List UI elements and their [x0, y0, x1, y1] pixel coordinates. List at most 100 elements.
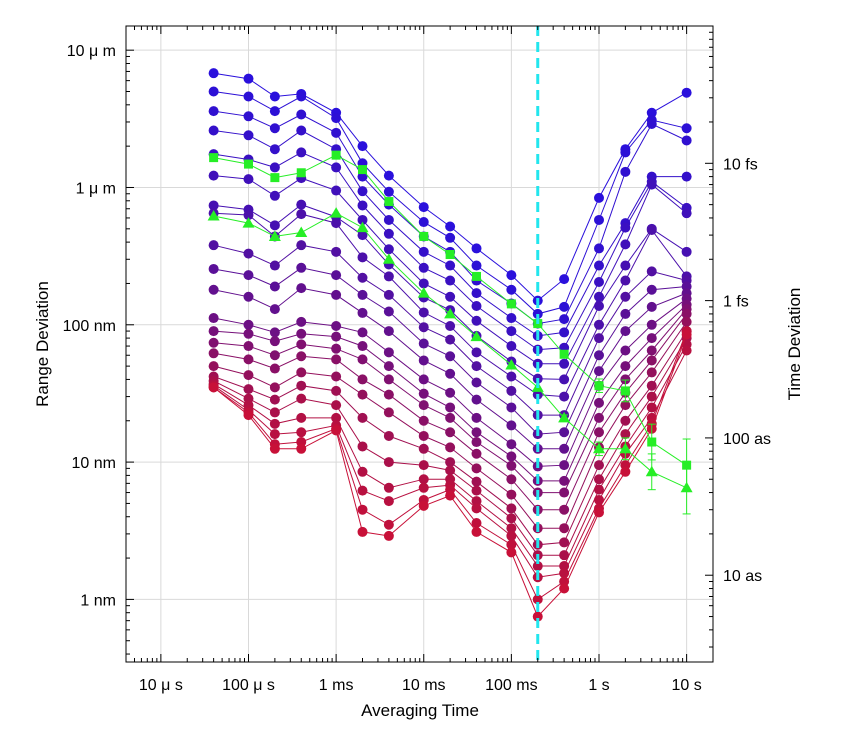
data-point [559, 374, 570, 385]
data-point [418, 500, 429, 511]
data-point [296, 380, 307, 391]
data-point [681, 123, 692, 134]
data-point [243, 174, 254, 185]
data-point [384, 197, 394, 207]
data-point [383, 389, 394, 400]
data-point [418, 388, 429, 399]
data-point [383, 347, 394, 358]
x-tick-label: 10 ms [402, 677, 446, 694]
data-point [243, 210, 254, 221]
data-point [296, 168, 306, 178]
data-point [269, 394, 280, 405]
data-point [471, 437, 482, 448]
data-point [243, 328, 254, 339]
data-point [646, 355, 657, 366]
data-point [471, 347, 482, 358]
data-point [593, 319, 604, 330]
data-point [593, 427, 604, 438]
data-point [418, 443, 429, 454]
data-point [445, 402, 456, 413]
data-point [646, 107, 657, 118]
data-point [593, 460, 604, 471]
data-point [383, 228, 394, 239]
data-point [593, 366, 604, 377]
data-point [383, 519, 394, 530]
data-point [620, 374, 631, 385]
data-point [505, 358, 518, 370]
data-point [356, 221, 369, 233]
data-point [506, 439, 517, 450]
axes: 10 μ s 100 μ s 1 ms 10 ms 100 ms 1 s 10 s 1 nm 1… [63, 25, 771, 694]
data-point [243, 111, 254, 122]
data-point [331, 127, 342, 138]
data-point [471, 503, 482, 514]
data-point [445, 442, 456, 453]
data-point [646, 225, 657, 236]
data-point [383, 326, 394, 337]
data-point [331, 113, 342, 124]
data-point [506, 326, 517, 337]
data-point [471, 288, 482, 299]
data-point [383, 457, 394, 468]
data-point [471, 412, 482, 423]
data-point [296, 91, 307, 102]
data-point [269, 304, 280, 315]
data-point [620, 326, 631, 337]
data-point [646, 301, 657, 312]
data-point [506, 313, 517, 324]
data-point [357, 327, 368, 338]
data-point [208, 68, 219, 79]
data-point [296, 393, 307, 404]
data-point [681, 345, 692, 356]
data-point [471, 463, 482, 474]
data-point [471, 243, 482, 254]
data-point [680, 481, 693, 493]
data-point [417, 287, 430, 298]
data-point [532, 308, 543, 319]
data-point [619, 442, 632, 454]
data-point [269, 327, 280, 338]
data-point [331, 162, 342, 173]
data-point [506, 539, 517, 550]
data-point [357, 165, 367, 175]
data-point [331, 289, 342, 300]
data-point [418, 474, 429, 485]
data-point [559, 550, 570, 561]
y-tick-label: 10 nm [72, 455, 116, 472]
data-point [593, 301, 604, 312]
data-point [418, 415, 429, 426]
data-point [357, 141, 368, 152]
data-point [620, 400, 631, 411]
data-point [208, 170, 219, 181]
data-point [506, 341, 517, 352]
data-point [269, 220, 280, 231]
data-point [296, 109, 307, 120]
data-point [331, 425, 342, 436]
y2-tick-label: 10 fs [723, 156, 758, 173]
data-point [445, 465, 456, 476]
data-point [383, 244, 394, 255]
data-point [559, 349, 569, 359]
data-point [470, 330, 483, 342]
data-point [593, 333, 604, 344]
data-point [357, 374, 368, 385]
data-point [472, 271, 482, 281]
data-point [208, 284, 219, 295]
data-point [269, 162, 280, 173]
data-point [295, 226, 308, 238]
data-point [208, 106, 219, 117]
data-point [559, 523, 570, 534]
data-point [681, 208, 692, 219]
data-point [418, 374, 429, 385]
data-point [269, 407, 280, 418]
data-point [620, 466, 631, 477]
data-point [445, 457, 456, 468]
data-point [383, 374, 394, 385]
data-point [620, 386, 630, 396]
data-point [209, 153, 219, 163]
data-point [383, 496, 394, 507]
data-point [681, 308, 692, 319]
data-point [357, 200, 368, 211]
data-point [357, 389, 368, 400]
data-point [296, 240, 307, 251]
